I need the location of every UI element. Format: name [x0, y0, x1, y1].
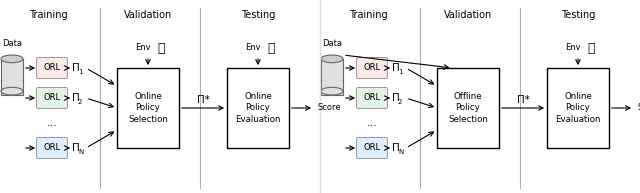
Ellipse shape: [321, 87, 343, 95]
FancyBboxPatch shape: [36, 58, 67, 79]
Text: Testing: Testing: [241, 10, 275, 20]
Ellipse shape: [1, 55, 23, 63]
Bar: [437, 68, 499, 148]
Text: Testing: Testing: [561, 10, 595, 20]
Ellipse shape: [321, 55, 343, 63]
Text: Env: Env: [136, 43, 151, 52]
Text: ORL: ORL: [44, 93, 61, 102]
Text: Env: Env: [565, 43, 581, 52]
Text: Π*: Π*: [196, 95, 209, 105]
Text: Validation: Validation: [124, 10, 172, 20]
Text: ORL: ORL: [364, 93, 381, 102]
FancyBboxPatch shape: [36, 137, 67, 158]
Text: Π: Π: [392, 63, 400, 73]
Text: Π: Π: [72, 63, 80, 73]
Bar: [227, 68, 289, 148]
Text: Online
Policy
Selection: Online Policy Selection: [128, 92, 168, 124]
Text: 2: 2: [398, 99, 403, 105]
FancyBboxPatch shape: [356, 87, 387, 108]
Ellipse shape: [1, 87, 23, 95]
Text: ORL: ORL: [364, 144, 381, 152]
Text: Π: Π: [72, 93, 80, 103]
FancyBboxPatch shape: [356, 137, 387, 158]
Bar: [321, 59, 343, 95]
Text: 🌍: 🌍: [268, 41, 275, 54]
Text: Score: Score: [317, 103, 340, 113]
Text: Training: Training: [29, 10, 67, 20]
Bar: [117, 68, 179, 148]
Text: ORL: ORL: [44, 144, 61, 152]
Text: Env: Env: [245, 43, 261, 52]
Text: Data: Data: [322, 39, 342, 48]
Text: Data: Data: [2, 39, 22, 48]
Text: Validation: Validation: [444, 10, 492, 20]
Text: 🌍: 🌍: [157, 41, 164, 54]
Text: Score: Score: [637, 103, 640, 113]
Text: Π: Π: [392, 93, 400, 103]
Text: 1: 1: [398, 69, 403, 75]
Bar: [1, 59, 23, 95]
Text: 2: 2: [78, 99, 83, 105]
Text: ORL: ORL: [364, 63, 381, 73]
FancyBboxPatch shape: [36, 87, 67, 108]
Text: Online
Policy
Evaluation: Online Policy Evaluation: [556, 92, 601, 124]
Text: 🌍: 🌍: [588, 41, 595, 54]
Text: Π: Π: [72, 143, 80, 153]
Text: 1: 1: [78, 69, 83, 75]
Text: N: N: [78, 149, 83, 155]
Text: Training: Training: [349, 10, 387, 20]
Text: Π*: Π*: [516, 95, 529, 105]
Text: ...: ...: [367, 118, 378, 128]
Text: ORL: ORL: [44, 63, 61, 73]
Text: Online
Policy
Evaluation: Online Policy Evaluation: [236, 92, 281, 124]
Text: ...: ...: [47, 118, 58, 128]
Text: Offline
Policy
Selection: Offline Policy Selection: [448, 92, 488, 124]
Text: N: N: [398, 149, 403, 155]
Bar: [547, 68, 609, 148]
Text: Π: Π: [392, 143, 400, 153]
FancyBboxPatch shape: [356, 58, 387, 79]
